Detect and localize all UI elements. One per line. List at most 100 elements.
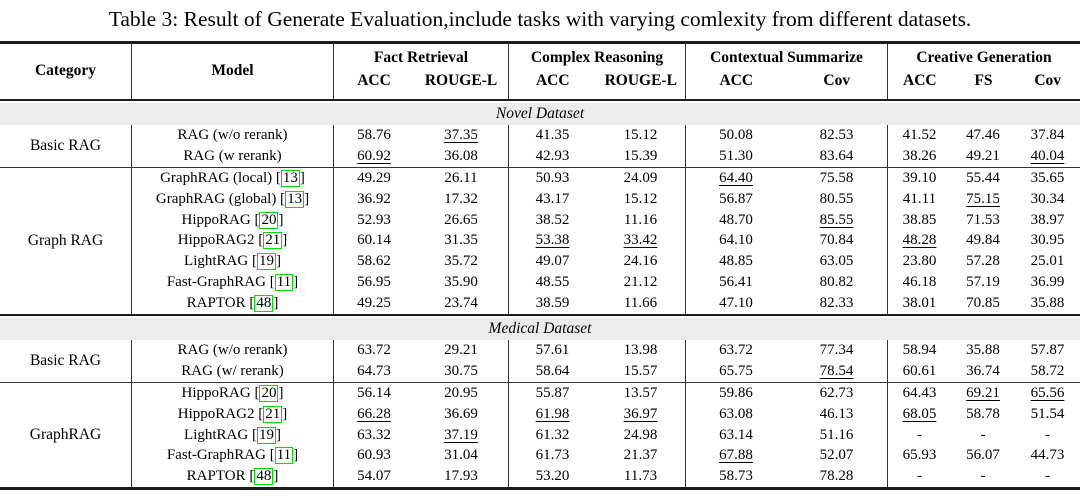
value-cell: 70.84 [819, 232, 854, 249]
subcol-acc: ACC [903, 71, 937, 89]
value-cell: 51.54 [1030, 405, 1065, 422]
col-group-complex-reasoning: Complex Reasoning ACC ROUGE-L [508, 43, 685, 99]
model-cell: LightRAG [19] [132, 424, 334, 446]
value-cell: 20.95 [444, 385, 478, 402]
citation-link[interactable]: 48 [254, 468, 274, 486]
value-cell: 66.28 [357, 405, 391, 422]
citation-link[interactable]: 21 [263, 232, 283, 250]
value-cell: 50.08 [685, 125, 786, 146]
table-row: Fast-GraphRAG [11] 60.93 31.04 61.73 21.37 67… [132, 445, 1080, 467]
value-cell: 52.07 [819, 447, 854, 464]
value-cell: 43.17 [508, 188, 596, 210]
value-cell: 58.78 [966, 405, 1000, 422]
value-cell: 64.40 [685, 167, 786, 189]
group-divider [0, 166, 1080, 168]
value-cell: 61.73 [508, 445, 596, 467]
rows: RAG (w/o rerank) 63.72 29.21 57.61 13.98 63.7… [132, 340, 1080, 382]
table-row: RAPTOR [48] 49.25 23.74 38.59 11.66 47.10 82.3… [132, 292, 1080, 314]
value-cell: 58.76 [357, 127, 391, 143]
table-row: HippoRAG2 [21] 66.28 36.69 61.98 36.97 63.08 4… [132, 403, 1080, 425]
value-cell: 35.65 [1030, 169, 1065, 186]
model-cell: RAG (w/ rerank) [132, 360, 334, 382]
value-cell: 23.74 [444, 294, 478, 311]
value-cell: 65.93 [887, 445, 951, 467]
model-cell: HippoRAG [20] [132, 383, 334, 404]
value-cell: 37.35 [444, 127, 478, 143]
citation-link[interactable]: 48 [254, 294, 274, 312]
value-cell: 41.52 [887, 125, 951, 146]
value-cell: 24.09 [623, 169, 658, 186]
table-row: RAG (w rerank) 60.92 36.08 42.93 15.39 51.30 8… [132, 145, 1080, 167]
subcol-cov: Cov [1034, 71, 1062, 89]
category-cell: Basic RAG [0, 340, 132, 382]
value-cell: 11.73 [623, 468, 658, 485]
group-label: Creative Generation [916, 48, 1052, 66]
value-cell: 21.12 [623, 273, 658, 290]
value-cell: 69.21 [966, 385, 1000, 402]
col-group-fact-retrieval: Fact Retrieval ACC ROUGE-L [334, 44, 508, 99]
value-cell: 58.64 [508, 360, 596, 382]
value-cell: 15.12 [623, 127, 658, 143]
citation-link[interactable]: 20 [259, 211, 279, 229]
value-cell: 51.30 [685, 145, 786, 167]
value-cell: 51.16 [819, 426, 854, 443]
table-row: GraphRAG (local) [13] 49.29 26.11 50.93 24.0… [132, 167, 1080, 189]
table-row: RAG (w/o rerank) 63.72 29.21 57.61 13.98 63.7… [132, 340, 1080, 361]
citation-link[interactable]: 19 [256, 426, 276, 444]
value-cell: 23.80 [887, 251, 951, 272]
value-cell: 49.07 [508, 251, 596, 272]
model-cell: RAG (w/o rerank) [132, 125, 334, 146]
rows: RAG (w/o rerank) 58.76 37.35 41.35 15.12 50.0… [132, 125, 1080, 167]
value-cell: 48.85 [685, 251, 786, 272]
value-cell: 58.62 [357, 253, 391, 270]
value-cell: 35.88 [966, 342, 1000, 359]
value-cell: 17.93 [444, 468, 478, 485]
value-cell: 53.38 [508, 230, 596, 252]
category-cell: Graph RAG [0, 167, 132, 314]
value-cell: 17.32 [444, 190, 478, 207]
citation-link[interactable]: 13 [280, 169, 300, 187]
value-cell: 30.95 [1030, 232, 1065, 249]
citation-link[interactable]: 11 [274, 273, 294, 291]
value-cell: 31.35 [444, 232, 478, 249]
category-cell: GraphRAG [0, 383, 132, 488]
value-cell: 36.92 [357, 190, 391, 207]
rows: GraphRAG (local) [13] 49.29 26.11 50.93 24.0… [132, 167, 1080, 314]
value-cell: 56.07 [966, 447, 1000, 464]
citation-link[interactable]: 21 [263, 405, 283, 423]
value-cell: 38.52 [508, 209, 596, 231]
value-cell: 26.11 [444, 169, 478, 186]
col-group-creative-generation: Creative Generation ACC FS Cov [887, 43, 1080, 99]
value-cell: 80.82 [819, 273, 854, 290]
table-header: Category Model Fact Retrieval ACC ROUGE-… [0, 43, 1080, 99]
value-cell: 61.32 [508, 424, 596, 446]
value-cell: 41.11 [887, 188, 951, 210]
model-cell: RAG (w/o rerank) [132, 340, 334, 361]
value-cell: 63.14 [685, 424, 786, 446]
value-cell: 56.41 [685, 271, 786, 293]
value-cell: 55.87 [508, 383, 596, 404]
value-cell: 36.99 [1030, 273, 1065, 290]
value-cell: 63.08 [685, 403, 786, 425]
value-cell: 57.19 [966, 273, 1000, 290]
value-cell: 60.61 [887, 360, 951, 382]
value-cell: - [1045, 468, 1050, 485]
value-cell: 49.25 [357, 294, 391, 311]
citation-link[interactable]: 20 [259, 385, 279, 403]
category-cell: Basic RAG [0, 125, 132, 167]
value-cell: 63.32 [357, 426, 391, 443]
value-cell: 15.12 [623, 190, 658, 207]
value-cell: 82.53 [819, 127, 854, 143]
citation-link[interactable]: 11 [274, 447, 294, 465]
citation-link[interactable]: 13 [285, 190, 305, 208]
value-cell: 36.97 [623, 405, 658, 422]
value-cell: 60.93 [357, 447, 391, 464]
citation-link[interactable]: 19 [256, 253, 276, 271]
value-cell: 35.88 [1030, 294, 1065, 311]
value-cell: - [887, 424, 951, 446]
subcol-fs: FS [974, 71, 993, 89]
value-cell: 52.93 [357, 211, 391, 228]
header-bottom-rule [0, 98, 1080, 101]
value-cell: 65.56 [1030, 385, 1065, 402]
